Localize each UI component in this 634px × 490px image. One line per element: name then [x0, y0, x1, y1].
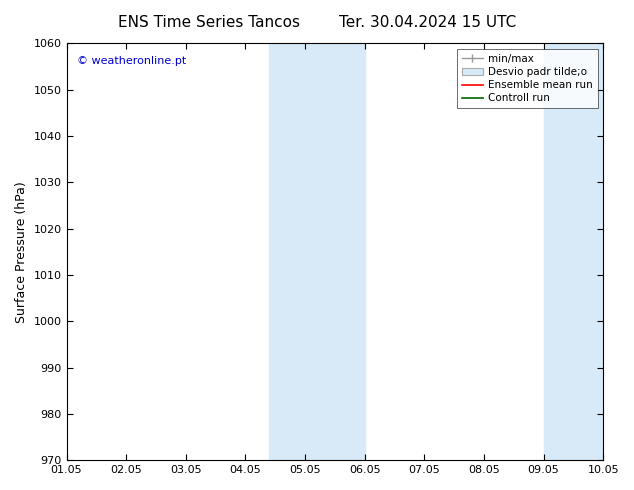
- Legend: min/max, Desvio padr tilde;o, Ensemble mean run, Controll run: min/max, Desvio padr tilde;o, Ensemble m…: [456, 49, 598, 108]
- Text: ENS Time Series Tancos        Ter. 30.04.2024 15 UTC: ENS Time Series Tancos Ter. 30.04.2024 1…: [118, 15, 516, 30]
- Bar: [269, 44, 365, 460]
- Text: © weatheronline.pt: © weatheronline.pt: [77, 56, 186, 66]
- Bar: [543, 44, 627, 460]
- Y-axis label: Surface Pressure (hPa): Surface Pressure (hPa): [15, 181, 28, 323]
